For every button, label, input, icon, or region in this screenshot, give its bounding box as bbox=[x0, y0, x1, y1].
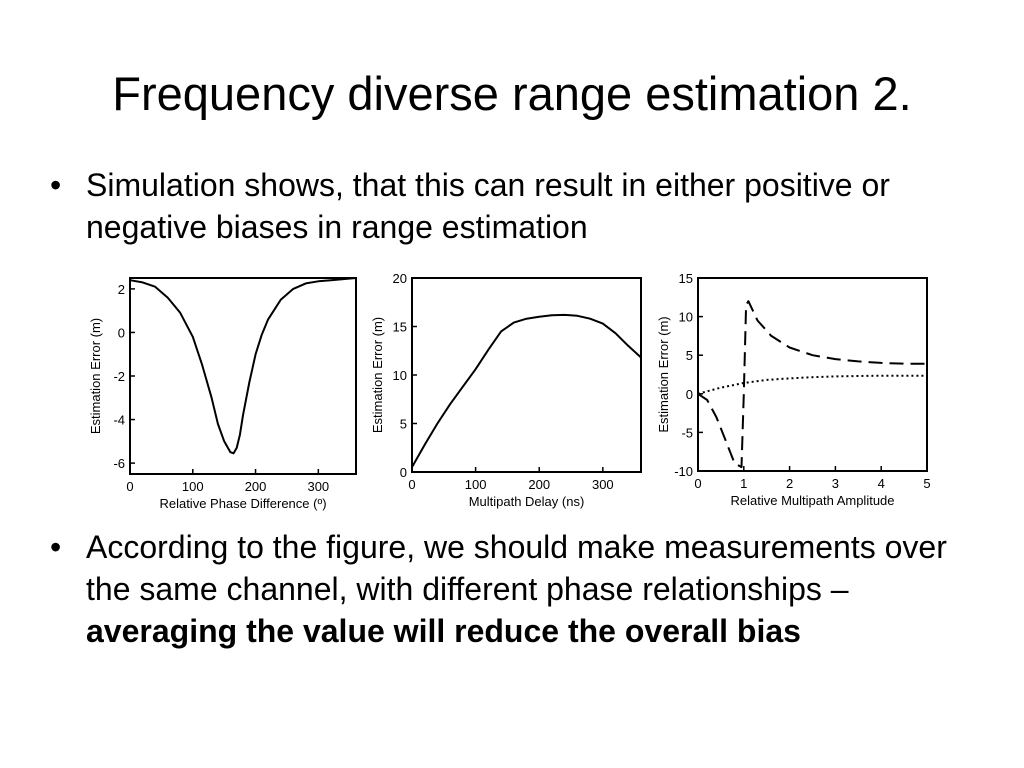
x-axis-label: Relative Multipath Amplitude bbox=[730, 493, 894, 508]
x-tick-label: 100 bbox=[182, 479, 204, 494]
series-line-1 bbox=[129, 277, 357, 455]
x-tick-label: 4 bbox=[878, 476, 885, 491]
x-tick-label: 200 bbox=[245, 479, 267, 494]
x-tick-label: 300 bbox=[307, 479, 329, 494]
y-tick-label: 15 bbox=[679, 271, 693, 286]
chart-2: 0 100 200 300 0 5 10 15 20 Multipath Delay (ns) Es… bbox=[370, 271, 642, 509]
x-tick-label: 0 bbox=[126, 479, 133, 494]
y-tick-label: -4 bbox=[113, 413, 125, 428]
x-tick-label: 3 bbox=[832, 476, 839, 491]
series-line-2 bbox=[697, 374, 927, 395]
x-tick-label: 0 bbox=[408, 477, 415, 492]
y-tick-label: 0 bbox=[686, 387, 693, 402]
plot-frame bbox=[129, 277, 357, 475]
y-tick-label: 10 bbox=[393, 368, 407, 383]
x-tick-label: 1 bbox=[740, 476, 747, 491]
bullet-dot: • bbox=[50, 529, 62, 565]
bullet-2: • According to the figure, we should mak… bbox=[50, 526, 990, 652]
bullet-2-bold: averaging the value will reduce the over… bbox=[86, 613, 801, 649]
y-tick-label: 10 bbox=[679, 310, 693, 325]
plot-frame bbox=[697, 277, 928, 472]
x-axis-label: Relative Phase Difference (º) bbox=[159, 496, 326, 511]
x-tick-label: 300 bbox=[592, 477, 614, 492]
y-axis-label: Estimation Error (m) bbox=[88, 318, 103, 434]
y-tick-label: -5 bbox=[681, 425, 693, 440]
series-line-1 bbox=[697, 300, 927, 469]
x-tick-label: 200 bbox=[528, 477, 550, 492]
chart-3: 0 1 2 3 4 5 -10 -5 0 5 10 15 Relative Multipath Ampl… bbox=[656, 271, 931, 508]
y-tick-label: 0 bbox=[400, 465, 407, 480]
bullet-2-text: According to the figure, we should make … bbox=[86, 526, 990, 652]
bullet-2-plain: According to the figure, we should make … bbox=[86, 529, 947, 607]
chart-1: 0 100 200 300 -6 -4 -2 0 2 Relative Phase Differe… bbox=[88, 277, 357, 511]
y-tick-label: 5 bbox=[400, 417, 407, 432]
series-line-1 bbox=[411, 313, 642, 468]
bullet-dot: • bbox=[50, 167, 62, 203]
x-tick-label: 100 bbox=[465, 477, 487, 492]
plot-frame bbox=[411, 277, 642, 473]
x-tick-label: 5 bbox=[923, 476, 930, 491]
y-tick-label: -10 bbox=[674, 464, 693, 479]
y-tick-label: 20 bbox=[393, 271, 407, 286]
x-tick-label: 0 bbox=[694, 476, 701, 491]
y-axis-label: Estimation Error (m) bbox=[656, 316, 671, 432]
y-tick-label: -2 bbox=[113, 369, 125, 384]
y-axis-label: Estimation Error (m) bbox=[370, 317, 385, 433]
bullet-1: • Simulation shows, that this can result… bbox=[50, 164, 990, 248]
y-tick-label: 2 bbox=[118, 282, 125, 297]
y-tick-label: 15 bbox=[393, 320, 407, 335]
x-tick-label: 2 bbox=[786, 476, 793, 491]
slide-title: Frequency diverse range estimation 2. bbox=[112, 67, 912, 120]
y-tick-label: 0 bbox=[118, 325, 125, 340]
y-tick-label: -6 bbox=[113, 456, 125, 471]
y-tick-label: 5 bbox=[686, 348, 693, 363]
x-axis-label: Multipath Delay (ns) bbox=[469, 494, 585, 509]
bullet-1-text: Simulation shows, that this can result i… bbox=[86, 167, 890, 245]
